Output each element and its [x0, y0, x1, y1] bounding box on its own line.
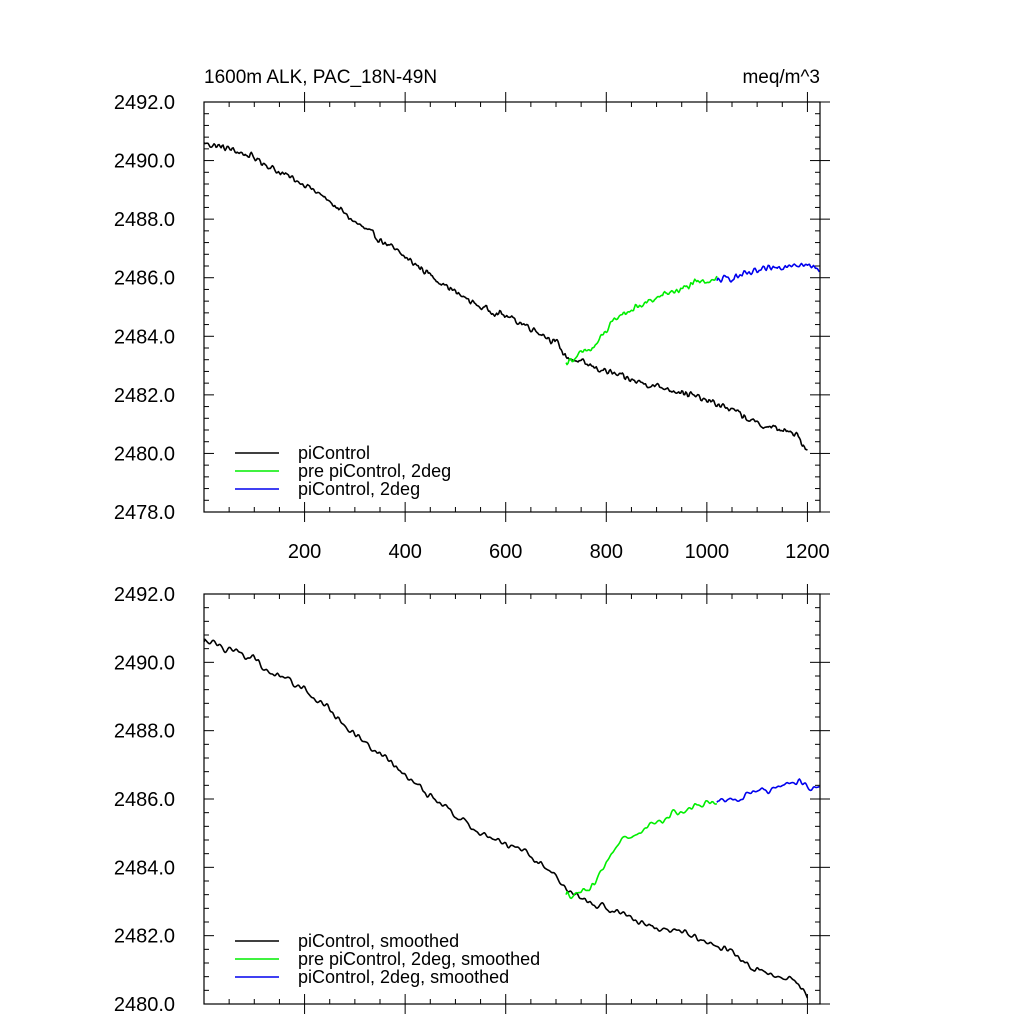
y-tick-label: 2480.0: [114, 443, 175, 465]
top-panel-x-tick-labels: 200 400 600 800 1000 1200: [288, 541, 830, 563]
x-tick-label: 400: [388, 541, 421, 563]
series-line-3: [716, 778, 820, 803]
legend-label-3: piControl, 2deg, smoothed: [298, 967, 509, 987]
top-panel-frame: [203, 101, 821, 513]
x-tick-label: 800: [590, 541, 623, 563]
y-tick-label: 2486.0: [114, 789, 175, 811]
y-tick-label: 2488.0: [114, 721, 175, 743]
top-panel-units: meq/m^3: [742, 67, 820, 88]
top-panel-series: [204, 142, 820, 451]
top-panel: 1600m ALK, PAC_18N-49N meq/m^3 2478.0 248…: [114, 67, 830, 563]
legend-label-3: piControl, 2deg: [298, 479, 420, 499]
bottom-panel: 2480.0 2482.0 2484.0 2486.0 2488.0 2490.0 2492…: [114, 584, 830, 1016]
bottom-panel-ticks: [204, 584, 830, 1014]
series-line-3: [716, 262, 820, 283]
series-line-1: [204, 142, 808, 451]
series-line-1: [204, 638, 809, 999]
y-tick-label: 2488.0: [114, 209, 175, 231]
top-panel-title: 1600m ALK, PAC_18N-49N: [204, 67, 437, 88]
y-tick-label: 2478.0: [114, 502, 175, 524]
legend-label-1: piControl: [298, 443, 370, 463]
x-tick-label: 200: [288, 541, 321, 563]
y-tick-label: 2482.0: [114, 385, 175, 407]
bottom-panel-frame: [203, 593, 821, 1005]
x-tick-label: 1000: [685, 541, 730, 563]
series-line-2: [565, 275, 718, 366]
y-tick-label: 2484.0: [114, 857, 175, 879]
x-tick-label: 600: [489, 541, 522, 563]
legend-label-2: pre piControl, 2deg, smoothed: [298, 949, 540, 969]
series-line-2: [565, 799, 718, 900]
y-tick-label: 2484.0: [114, 326, 175, 348]
y-tick-label: 2492.0: [114, 92, 175, 114]
y-tick-label: 2480.0: [114, 994, 175, 1016]
y-tick-label: 2492.0: [114, 584, 175, 606]
y-tick-label: 2490.0: [114, 652, 175, 674]
x-tick-label: 1200: [785, 541, 830, 563]
legend-label-2: pre piControl, 2deg: [298, 461, 451, 481]
y-tick-label: 2490.0: [114, 151, 175, 173]
bottom-panel-y-tick-labels: 2480.0 2482.0 2484.0 2486.0 2488.0 2490.0 2492…: [114, 584, 175, 1016]
bottom-panel-series: [204, 638, 820, 999]
y-tick-label: 2486.0: [114, 268, 175, 290]
y-tick-label: 2482.0: [114, 926, 175, 948]
legend-label-1: piControl, smoothed: [298, 931, 459, 951]
top-panel-y-tick-labels: 2478.0 2480.0 2482.0 2484.0 2486.0 2488.0 2490…: [114, 92, 175, 524]
